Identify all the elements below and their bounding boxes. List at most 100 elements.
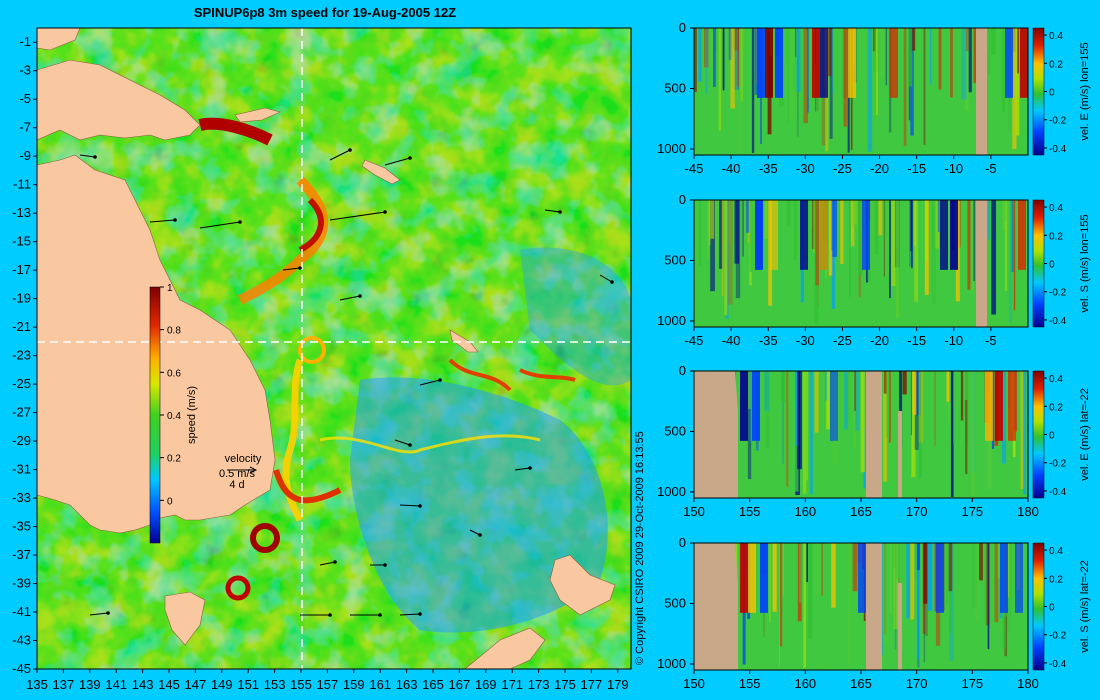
section-streak bbox=[749, 200, 753, 272]
section-streak bbox=[876, 28, 878, 116]
section-streak bbox=[710, 200, 715, 292]
section-streak bbox=[1020, 371, 1026, 490]
section-streak bbox=[795, 371, 798, 446]
section-streak bbox=[1026, 200, 1029, 233]
coral-sea-jet-core bbox=[298, 197, 324, 253]
section-y-tick-label: 0 bbox=[679, 363, 686, 378]
section-colorbar-tick-label: 0.2 bbox=[1049, 59, 1063, 70]
section-colorbar-label: vel. E (m/s) lat=-22 bbox=[1079, 388, 1091, 481]
section-streak bbox=[934, 371, 936, 446]
section-strong-feature bbox=[830, 371, 838, 441]
section-x-tick-label: -30 bbox=[796, 333, 815, 348]
section-colorbar bbox=[1032, 199, 1045, 328]
section-x-tick-label: -5 bbox=[985, 333, 997, 348]
section-colorbar-tick-label: -0.4 bbox=[1049, 144, 1067, 155]
section-streak bbox=[844, 371, 848, 430]
speed-colorbar-tick-label: 0.6 bbox=[167, 368, 181, 379]
map-x-tick-label: 141 bbox=[105, 677, 127, 692]
section-x-tick-label: -15 bbox=[907, 333, 926, 348]
section-streak bbox=[798, 543, 803, 603]
section-streak bbox=[903, 543, 906, 603]
section-streak bbox=[797, 371, 802, 470]
section-streak bbox=[751, 28, 755, 154]
section-panel-4: 150 155 160 165 170 175 180 0 500 1000 0.4 0.2 0 -0.2… bbox=[657, 535, 1091, 691]
section-streak bbox=[909, 543, 911, 580]
section-streak bbox=[782, 371, 784, 464]
section-streak bbox=[786, 200, 791, 227]
section-streak bbox=[1021, 371, 1023, 416]
section-streak bbox=[912, 371, 917, 415]
section-colorbar bbox=[1032, 27, 1045, 156]
section-strong-feature bbox=[995, 371, 1003, 441]
section-streak bbox=[930, 28, 932, 85]
section-strong-feature bbox=[757, 28, 765, 98]
section-x-tick-label: 150 bbox=[683, 676, 705, 691]
section-streak bbox=[727, 200, 732, 244]
section-streak bbox=[747, 371, 752, 480]
warm-core-eddy-1 bbox=[250, 523, 280, 553]
section-streak bbox=[1001, 371, 1007, 464]
section-streak bbox=[705, 28, 708, 94]
section-streak bbox=[918, 371, 922, 479]
section-streak bbox=[1002, 200, 1007, 231]
section-streak bbox=[852, 543, 858, 592]
section-streak bbox=[880, 28, 883, 78]
section-colorbar-tick-label: 0.4 bbox=[1049, 203, 1063, 214]
section-streak bbox=[925, 200, 928, 263]
section-streak bbox=[988, 200, 990, 240]
section-streak bbox=[864, 371, 867, 429]
section-streak bbox=[987, 543, 990, 650]
section-streak bbox=[883, 371, 888, 482]
section-streak bbox=[850, 200, 855, 247]
section-streak bbox=[854, 371, 860, 431]
section-streak bbox=[840, 200, 844, 265]
section-panel-1: -45 -40 -35 -30 -25 -20 -15 -10 -5 0 500 1000 0.4 0.2… bbox=[657, 20, 1091, 176]
section-streak bbox=[923, 200, 925, 258]
map-x-tick-label: 171 bbox=[501, 677, 523, 692]
section-streak bbox=[906, 543, 911, 619]
section-streak bbox=[923, 28, 926, 145]
section-streak bbox=[950, 28, 953, 98]
section-strong-feature bbox=[1000, 543, 1008, 613]
section-streak bbox=[854, 371, 856, 411]
section-streak bbox=[787, 28, 790, 126]
section-streak bbox=[739, 28, 742, 153]
section-streak bbox=[884, 543, 886, 635]
section-colorbar-tick-label: -0.2 bbox=[1049, 459, 1067, 470]
section-streak bbox=[710, 200, 715, 239]
velocity-key-title: velocity bbox=[225, 453, 262, 465]
section-strong-feature bbox=[1015, 543, 1023, 613]
section-streak bbox=[782, 28, 788, 146]
section-streak bbox=[782, 543, 784, 597]
section-x-tick-label: -5 bbox=[985, 161, 997, 176]
section-colorbar-label: vel. E (m/s) lon=155 bbox=[1079, 42, 1091, 140]
section-streak bbox=[911, 28, 916, 51]
map-x-tick-label: 143 bbox=[132, 677, 154, 692]
section-x-tick-label: 175 bbox=[961, 676, 983, 691]
section-streak bbox=[796, 28, 801, 92]
section-streak bbox=[910, 200, 913, 252]
section-x-tick-label: 150 bbox=[683, 504, 705, 519]
section-streak bbox=[746, 371, 752, 409]
section-strong-feature bbox=[940, 200, 948, 270]
section-streak bbox=[914, 543, 917, 580]
section-streak bbox=[849, 200, 851, 298]
section-y-tick-label: 0 bbox=[679, 535, 686, 550]
section-streak bbox=[764, 200, 768, 239]
section-streak bbox=[1015, 28, 1020, 136]
section-streak bbox=[715, 200, 718, 260]
section-streak bbox=[874, 200, 879, 255]
section-x-tick-label: -10 bbox=[944, 333, 963, 348]
section-streak bbox=[910, 371, 913, 436]
section-streak bbox=[806, 371, 808, 481]
section-streak bbox=[1004, 200, 1008, 292]
section-streak bbox=[961, 28, 967, 100]
section-streak bbox=[899, 371, 903, 447]
map-panel: 1 0.8 0.6 0.4 0.2 0 speed (m/s) velocity 0.5 … bbox=[12, 27, 646, 692]
section-land-mask bbox=[976, 28, 987, 155]
section-strong-feature bbox=[820, 28, 828, 98]
section-streak bbox=[722, 28, 725, 91]
section-streak bbox=[988, 28, 990, 75]
map-x-tick-label: 139 bbox=[79, 677, 101, 692]
section-streak bbox=[1013, 200, 1016, 311]
